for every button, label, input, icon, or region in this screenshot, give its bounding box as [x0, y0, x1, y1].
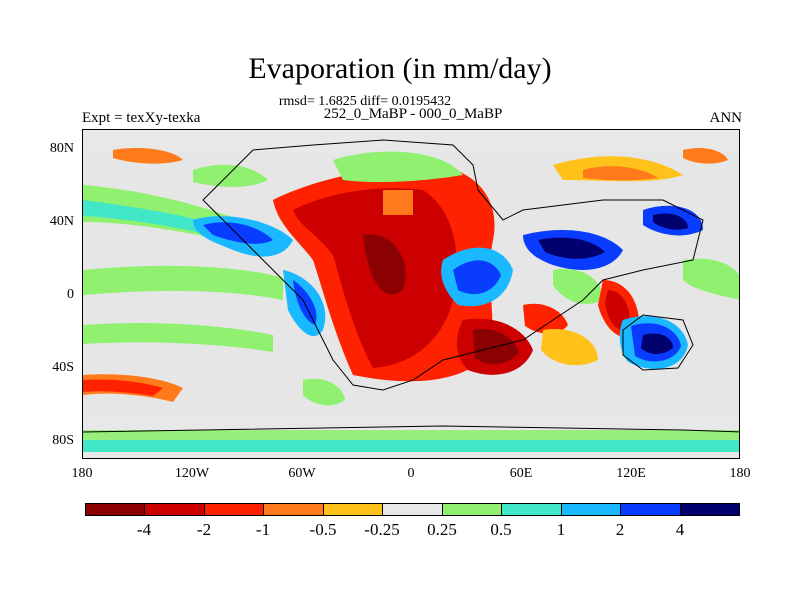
experiment-label: Expt = texXy-texka [82, 110, 201, 126]
colorbar [85, 503, 740, 516]
colorbar-label: 2 [615, 520, 625, 539]
colorbar-label: -2 [196, 520, 212, 539]
colorbar-swatch [561, 504, 622, 515]
colorbar-label: 0.5 [490, 520, 512, 539]
colorbar-swatch [264, 504, 324, 515]
map-plot [82, 129, 740, 459]
y-tick-label: 40S [52, 360, 74, 375]
colorbar-swatch [442, 504, 503, 515]
stats-line: rmsd= 1.6825 diff= 0.0195432 [278, 94, 452, 109]
colorbar-label: 1 [556, 520, 566, 539]
x-tick-label: 60E [509, 466, 533, 481]
x-tick-label: 0 [407, 466, 415, 481]
colorbar-swatch [323, 504, 384, 515]
colorbar-swatch [145, 504, 205, 515]
colorbar-label: 0.25 [427, 520, 457, 539]
colorbar-swatch [86, 504, 146, 515]
colorbar-swatch [502, 504, 562, 515]
colorbar-swatch [204, 504, 265, 515]
x-tick-label: 120E [616, 466, 646, 481]
colorbar-label: -0.25 [364, 520, 400, 539]
colorbar-swatch [383, 504, 443, 515]
y-tick-label: 80N [49, 141, 74, 156]
y-tick-label: 40N [49, 214, 74, 229]
x-tick-label: 180 [729, 466, 751, 481]
x-tick-label: 60W [288, 466, 316, 481]
chart-title: Evaporation (in mm/day) [248, 52, 552, 85]
anomaly-field [83, 130, 739, 458]
colorbar-label: -1 [255, 520, 271, 539]
colorbar-label: -0.5 [309, 520, 337, 539]
colorbar-swatch [680, 504, 739, 515]
colorbar-label: 4 [675, 520, 685, 539]
colorbar-label: -4 [136, 520, 152, 539]
period-line: 252_0_MaBP - 000_0_MaBP [323, 106, 503, 122]
y-tick-label: 0 [67, 287, 74, 302]
season-label: ANN [709, 110, 743, 126]
x-tick-label: 120W [174, 466, 210, 481]
x-tick-label: 180 [71, 466, 93, 481]
colorbar-swatch [621, 504, 681, 515]
y-tick-label: 80S [52, 433, 74, 448]
